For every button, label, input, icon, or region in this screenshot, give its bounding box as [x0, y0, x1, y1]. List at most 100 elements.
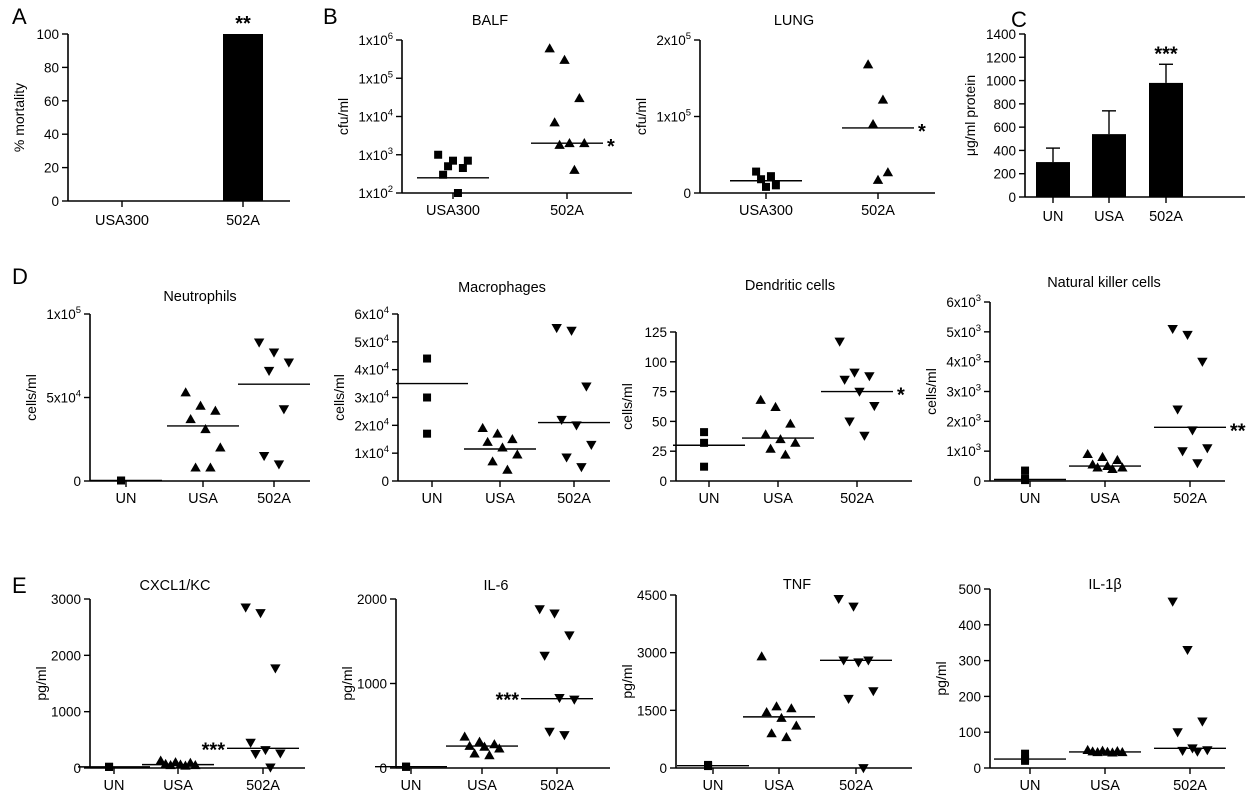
- data-point: [195, 400, 206, 410]
- data-point: [849, 368, 860, 378]
- data-point: [704, 762, 713, 771]
- data-point: [434, 150, 443, 159]
- data-point: [1087, 459, 1098, 469]
- data-point: [1192, 747, 1203, 757]
- x-tick-label: USA: [1090, 778, 1120, 794]
- data-point: [544, 43, 555, 53]
- y-tick-label: 4x103: [946, 353, 981, 370]
- y-tick-label: 2x103: [946, 412, 981, 429]
- data-point: [559, 54, 570, 64]
- y-axis-label: pg/ml: [933, 661, 949, 695]
- data-point: [489, 739, 500, 749]
- chart-e4: 0 100 200 300 400 500 pg/ml IL-1β UN USA 502A: [933, 577, 1226, 794]
- y-tick-label: 2x105: [656, 31, 691, 48]
- data-point: [566, 326, 577, 336]
- data-point: [1177, 746, 1188, 757]
- y-tick-label: 50: [652, 414, 667, 429]
- data-point: [1187, 426, 1198, 436]
- y-tick-label: 1x103: [946, 442, 981, 459]
- y-tick-label: 1000: [357, 677, 387, 692]
- data-point: [862, 59, 874, 69]
- y-tick-label: 4500: [637, 588, 667, 603]
- x-tick-label: 502A: [557, 491, 591, 507]
- y-tick-label: 1000: [986, 74, 1016, 89]
- x-tick-label: USA: [467, 778, 497, 794]
- data-point: [834, 337, 845, 347]
- y-tick-label: 200: [958, 689, 981, 704]
- y-tick-label: 1000: [51, 705, 81, 720]
- significance-label: *: [918, 121, 926, 143]
- y-tick-label: 0: [51, 194, 59, 209]
- data-point: [1021, 756, 1030, 765]
- x-tick-label: USA300: [739, 203, 793, 219]
- chart-title: IL-6: [484, 578, 509, 594]
- data-point: [180, 387, 191, 397]
- data-point: [867, 118, 879, 129]
- chart-title: IL-1β: [1088, 577, 1121, 593]
- y-tick-label: 300: [958, 654, 981, 669]
- data-point: [863, 656, 874, 666]
- data-point: [423, 429, 432, 438]
- data-point: [700, 462, 709, 471]
- data-point: [564, 138, 575, 148]
- y-axis-label: cells/ml: [23, 374, 39, 421]
- x-tick-label: UN: [703, 778, 724, 794]
- x-tick-label: USA: [1094, 209, 1124, 225]
- y-tick-label: 0: [1008, 190, 1016, 205]
- data-point: [260, 746, 271, 756]
- data-point: [205, 462, 216, 472]
- data-point: [270, 664, 281, 674]
- x-tick-label: USA: [188, 491, 218, 507]
- y-axis-label: pg/ml: [619, 664, 635, 698]
- data-point: [549, 117, 560, 127]
- data-point: [1107, 747, 1118, 757]
- data-point: [564, 631, 575, 641]
- x-tick-label: UN: [699, 491, 720, 507]
- data-point: [574, 93, 585, 103]
- chart-title: Neutrophils: [163, 289, 236, 305]
- data-point: [1021, 476, 1030, 485]
- y-tick-label: 1x105: [46, 305, 81, 322]
- y-tick-label: 4x104: [354, 361, 389, 378]
- data-point: [700, 438, 709, 447]
- data-point: [776, 712, 787, 722]
- panel-letter-d: D: [12, 264, 28, 289]
- data-point: [853, 658, 864, 668]
- y-axis-label: μg/ml protein: [962, 75, 978, 156]
- data-point: [1177, 447, 1188, 457]
- data-point: [278, 405, 290, 415]
- data-point: [770, 401, 781, 411]
- chart-d2: 0 1x104 2x104 3x104 4x104 5x104 6x104 cells/ml M…: [331, 280, 610, 507]
- data-point: [848, 602, 859, 612]
- y-tick-label: 0: [381, 474, 389, 489]
- y-tick-label: 6x103: [946, 293, 981, 310]
- data-point: [1182, 645, 1193, 656]
- data-point: [581, 382, 592, 392]
- y-tick-label: 5x104: [354, 333, 389, 350]
- data-point: [534, 605, 545, 615]
- data-point: [833, 594, 844, 605]
- y-tick-label: 500: [958, 582, 981, 597]
- data-point: [190, 462, 201, 472]
- data-point: [544, 727, 555, 737]
- data-point: [1172, 728, 1183, 738]
- data-point: [1182, 330, 1193, 341]
- data-point: [539, 651, 550, 661]
- y-tick-label: 400: [958, 618, 981, 633]
- data-point: [423, 354, 432, 363]
- significance-label: *: [897, 385, 905, 407]
- data-point: [1102, 460, 1113, 470]
- x-tick-label: 502A: [226, 213, 260, 229]
- y-tick-label: 1x105: [358, 69, 393, 86]
- y-tick-label: 0: [683, 186, 691, 201]
- y-axis-label: cfu/ml: [335, 98, 351, 135]
- y-tick-label: 1500: [637, 703, 667, 718]
- x-tick-label: 502A: [1173, 778, 1207, 794]
- data-point: [283, 358, 295, 368]
- data-point: [839, 375, 850, 385]
- panel-letter-c: C: [1011, 7, 1027, 32]
- y-axis-label: % mortality: [11, 83, 27, 152]
- data-point: [569, 164, 580, 174]
- chart-title: Natural killer cells: [1047, 275, 1161, 291]
- y-tick-label: 3000: [637, 646, 667, 661]
